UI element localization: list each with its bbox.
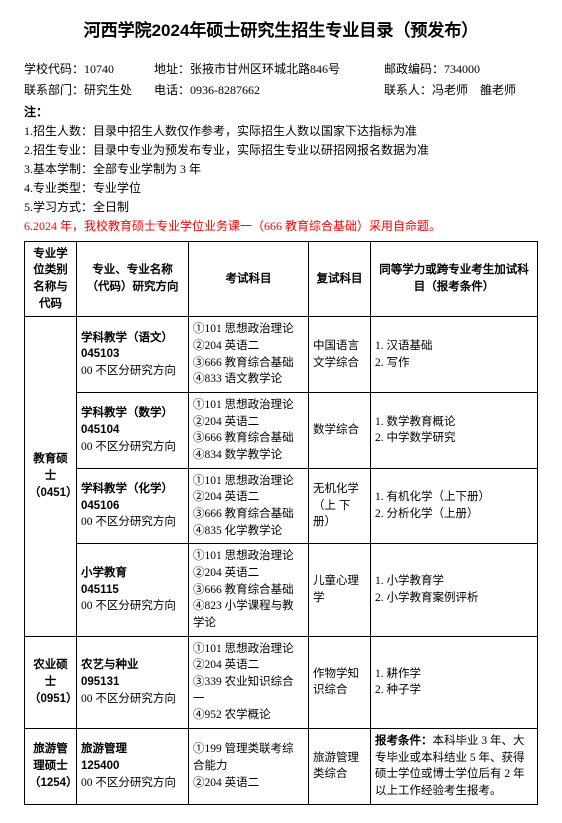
retest-cell: 儿童心理学	[309, 544, 371, 636]
postal: 734000	[444, 62, 480, 76]
major-code: 045103	[81, 348, 119, 360]
school-code-label: 学校代码：	[24, 62, 84, 76]
retest-cell: 无机化学（上 下册）	[309, 468, 371, 544]
major-direction: 00 不区分研究方向	[81, 777, 176, 789]
major-name: 学科教学（数学）	[81, 407, 173, 419]
notes-header: 注：	[24, 103, 538, 121]
phone-label: 电话：	[154, 83, 190, 97]
major-code: 045115	[81, 584, 119, 596]
major-name: 学科教学（语文）	[81, 332, 173, 344]
exams-cell: ①101 思想政治理论②204 英语二③666 教育综合基础④823 小学课程与…	[189, 544, 309, 636]
category-edu: 教育硕士（0451）	[25, 317, 77, 636]
note-4: 4.专业类型：专业学位	[24, 179, 538, 197]
table-row: 农业硕士（0951） 农艺与种业 095131 00 不区分研究方向 ①101 思想…	[25, 636, 538, 728]
major-cell: 旅游管理 125400 00 不区分研究方向	[77, 728, 189, 804]
major-code: 045106	[81, 500, 119, 512]
extra-cell: 报考条件：本科毕业 3 年、大专毕业或本科结业 5 年、获得硕士学位或博士学位后…	[371, 728, 538, 804]
header-major: 专业、专业名称（代码）研究方向	[77, 241, 189, 317]
major-cell: 学科教学（化学） 045106 00 不区分研究方向	[77, 468, 189, 544]
phone: 0936-8287662	[190, 83, 260, 97]
major-code: 125400	[81, 760, 119, 772]
exams-cell: ①101 思想政治理论②204 英语二③666 教育综合基础④835 化学教学论	[189, 468, 309, 544]
category-agri: 农业硕士（0951）	[25, 636, 77, 728]
contact: 冯老师 雒老师	[432, 83, 516, 97]
extra-cell: 1. 耕作学2. 种子学	[371, 636, 538, 728]
major-name: 小学教育	[81, 567, 127, 579]
note-1: 1.招生人数：目录中招生人数仅作参考，实际招生人数以国家下达指标为准	[24, 122, 538, 140]
header-extra: 同等学力或跨专业考生加试科目（报考条件）	[371, 241, 538, 317]
extra-cell: 1. 数学教育概论2. 中学数学研究	[371, 392, 538, 468]
major-name: 旅游管理	[81, 743, 127, 755]
retest-cell: 旅游管理类综合	[309, 728, 371, 804]
note-2: 2.招生专业：目录中专业为预发布专业，实际招生专业以研招网报名数据为准	[24, 141, 538, 159]
major-direction: 00 不区分研究方向	[81, 693, 176, 705]
extra-cell: 1. 有机化学（上下册）2. 分析化学（上册）	[371, 468, 538, 544]
address: 张掖市甘州区环城北路846号	[190, 62, 340, 76]
table-row: 教育硕士（0451） 学科教学（语文）04510300 不区分研究方向 ①101…	[25, 317, 538, 393]
exams-cell: ①101 思想政治理论②204 英语二③666 教育综合基础④834 数学教学论	[189, 392, 309, 468]
info-row-1: 学校代码：10740 地址：张掖市甘州区环城北路846号 邮政编码：734000	[24, 60, 538, 78]
extra-bold-label: 报考条件：	[375, 735, 433, 747]
major-direction: 00 不区分研究方向	[81, 365, 176, 377]
table-row: 学科教学（数学） 045104 00 不区分研究方向 ①101 思想政治理论②204…	[25, 392, 538, 468]
major-direction: 00 不区分研究方向	[81, 600, 176, 612]
header-exams: 考试科目	[189, 241, 309, 317]
retest-cell: 中国语言文学综合	[309, 317, 371, 393]
major-direction: 00 不区分研究方向	[81, 441, 176, 453]
note-5: 5.学习方式：全日制	[24, 198, 538, 216]
major-direction: 00 不区分研究方向	[81, 516, 176, 528]
retest-cell: 数学综合	[309, 392, 371, 468]
program-table: 专业学位类别名称与代码 专业、专业名称（代码）研究方向 考试科目 复试科目 同等…	[24, 241, 538, 805]
dept-label: 联系部门：	[24, 83, 84, 97]
extra-cell: 1. 汉语基础2. 写作	[371, 317, 538, 393]
exams-cell: ①101 思想政治理论②204 英语二③666 教育综合基础④833 语文教学论	[189, 317, 309, 393]
major-cell: 学科教学（语文） 045103 00 不区分研究方向	[77, 317, 189, 393]
table-row: 学科教学（化学） 045106 00 不区分研究方向 ①101 思想政治理论②204…	[25, 468, 538, 544]
retest-cell: 作物学知识综合	[309, 636, 371, 728]
address-label: 地址：	[154, 62, 190, 76]
major-code: 045104	[81, 424, 119, 436]
header-retest: 复试科目	[309, 241, 371, 317]
major-cell: 农艺与种业 095131 00 不区分研究方向	[77, 636, 189, 728]
note-3: 3.基本学制：全部专业学制为 3 年	[24, 160, 538, 178]
major-name: 农艺与种业	[81, 659, 139, 671]
dept: 研究生处	[84, 83, 132, 97]
header-category: 专业学位类别名称与代码	[25, 241, 77, 317]
table-header-row: 专业学位类别名称与代码 专业、专业名称（代码）研究方向 考试科目 复试科目 同等…	[25, 241, 538, 317]
table-row: 旅游管理硕士（1254） 旅游管理 125400 00 不区分研究方向 ①199 管…	[25, 728, 538, 804]
major-cell: 学科教学（数学） 045104 00 不区分研究方向	[77, 392, 189, 468]
page-title: 河西学院2024年硕士研究生招生专业目录（预发布）	[24, 18, 538, 44]
major-code: 095131	[81, 676, 119, 688]
extra-cell: 1. 小学教育学2. 小学教育案例评析	[371, 544, 538, 636]
exams-cell: ①101 思想政治理论②204 英语二③339 农业知识综合一④952 农学概论	[189, 636, 309, 728]
major-cell: 小学教育 045115 00 不区分研究方向	[77, 544, 189, 636]
exams-cell: ①199 管理类联考综合能力②204 英语二	[189, 728, 309, 804]
table-row: 小学教育 045115 00 不区分研究方向 ①101 思想政治理论②204 英语二…	[25, 544, 538, 636]
school-code: 10740	[84, 62, 114, 76]
info-row-2: 联系部门：研究生处 电话：0936-8287662 联系人：冯老师 雒老师	[24, 81, 538, 99]
major-name: 学科教学（化学）	[81, 483, 173, 495]
contact-label: 联系人：	[384, 83, 432, 97]
postal-label: 邮政编码：	[384, 62, 444, 76]
note-red: 6.2024 年，我校教育硕士专业学位业务课一（666 教育综合基础）采用自命题…	[24, 217, 538, 235]
category-tour: 旅游管理硕士（1254）	[25, 728, 77, 804]
